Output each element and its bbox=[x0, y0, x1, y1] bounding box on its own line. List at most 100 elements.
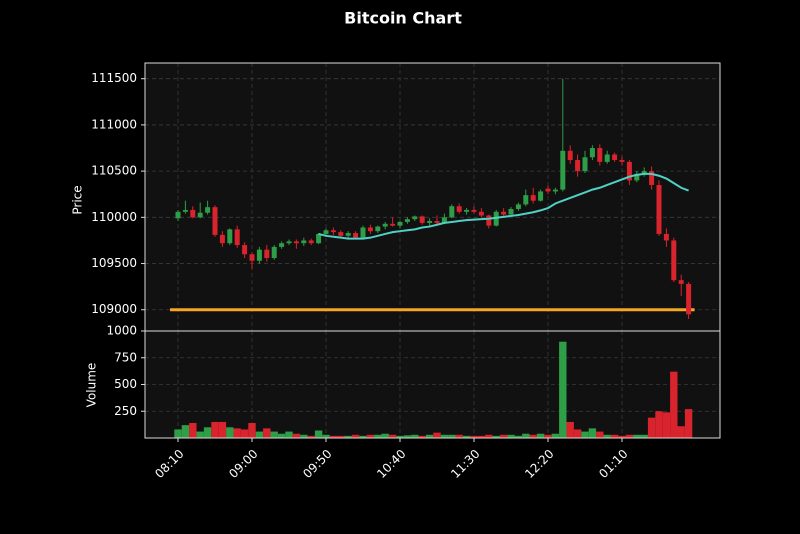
volume-bar bbox=[307, 435, 315, 438]
x-tick-label: 01:10 bbox=[596, 447, 630, 481]
candle-body bbox=[212, 207, 218, 235]
candle-body bbox=[279, 243, 285, 247]
volume-bar bbox=[366, 434, 375, 438]
volume-bar bbox=[248, 423, 256, 438]
candle-body bbox=[345, 233, 351, 236]
candle-body bbox=[575, 160, 581, 172]
x-tick-label: 09:00 bbox=[226, 447, 260, 481]
candle-body bbox=[478, 211, 484, 216]
volume-bar bbox=[337, 435, 345, 438]
y-axis-label: Price bbox=[71, 185, 85, 214]
volume-bar bbox=[470, 435, 478, 438]
volume-bar bbox=[277, 433, 286, 438]
volume-bar bbox=[322, 434, 330, 438]
x-tick-label: 08:10 bbox=[152, 447, 186, 481]
volume-bar bbox=[492, 435, 500, 438]
volume-bar bbox=[189, 423, 197, 438]
volume-bar bbox=[396, 435, 404, 438]
candle-body bbox=[434, 221, 440, 223]
volume-bar bbox=[684, 409, 693, 438]
candle-body bbox=[397, 221, 403, 226]
candle-body bbox=[271, 246, 277, 258]
candle-body bbox=[597, 148, 603, 162]
candle-body bbox=[308, 240, 314, 244]
candle-body bbox=[523, 195, 529, 205]
candle-body bbox=[330, 230, 336, 233]
volume-bar bbox=[670, 371, 678, 438]
volume-bar bbox=[418, 435, 426, 438]
x-tick-label: 12:20 bbox=[522, 447, 556, 481]
candle-body bbox=[175, 211, 181, 219]
candle-body bbox=[249, 254, 255, 261]
volume-bar bbox=[507, 434, 515, 438]
y2-tick-label: 250 bbox=[114, 404, 137, 418]
volume-bar bbox=[529, 434, 537, 438]
candle-body bbox=[382, 223, 388, 227]
x-tick-label: 10:40 bbox=[374, 447, 408, 481]
candle-body bbox=[367, 227, 373, 232]
volume-bar bbox=[588, 428, 597, 438]
candle-body bbox=[449, 206, 455, 218]
candle-body bbox=[612, 154, 618, 161]
candle-body bbox=[552, 189, 558, 192]
candle-body bbox=[456, 206, 462, 212]
candle-body bbox=[427, 221, 433, 223]
candle-body bbox=[663, 233, 669, 241]
candle-body bbox=[323, 230, 329, 234]
candle-body bbox=[508, 209, 514, 215]
volume-bar bbox=[655, 411, 663, 438]
volume-bar bbox=[603, 434, 611, 438]
candle-body bbox=[686, 283, 692, 315]
volume-bar bbox=[240, 429, 249, 438]
volume-bar bbox=[433, 432, 441, 438]
volume-bar bbox=[300, 434, 308, 438]
volume-bar bbox=[381, 433, 389, 438]
y2-tick-label: 1000 bbox=[106, 324, 137, 338]
candle-body bbox=[626, 161, 632, 181]
candle-body bbox=[419, 216, 425, 223]
y2-tick-label: 750 bbox=[114, 350, 137, 364]
volume-bar bbox=[633, 434, 641, 438]
candle-body bbox=[515, 204, 521, 210]
candle-body bbox=[464, 209, 470, 212]
volume-bar bbox=[174, 429, 182, 438]
candle-body bbox=[190, 209, 196, 218]
candle-body bbox=[656, 184, 662, 234]
candle-body bbox=[604, 154, 610, 162]
volume-bar bbox=[677, 426, 685, 438]
volume-bar bbox=[536, 433, 545, 438]
candle-body bbox=[560, 150, 566, 190]
x-tick-label: 09:50 bbox=[300, 447, 334, 481]
volume-bar bbox=[292, 433, 301, 438]
volume-bar bbox=[314, 430, 323, 438]
volume-bar bbox=[263, 428, 271, 438]
candle-body bbox=[227, 229, 233, 244]
candle-body bbox=[634, 173, 640, 181]
candle-body bbox=[589, 148, 595, 158]
candle-body bbox=[264, 249, 270, 258]
candle-body bbox=[582, 157, 588, 172]
volume-bar bbox=[462, 435, 471, 438]
volume-bar bbox=[596, 431, 604, 438]
candle-body bbox=[404, 219, 410, 222]
volume-bar bbox=[448, 434, 456, 438]
candle-body bbox=[360, 227, 366, 238]
volume-bar bbox=[226, 427, 234, 438]
candle-body bbox=[471, 209, 477, 212]
volume-bar bbox=[485, 434, 493, 438]
moving-average-line bbox=[318, 172, 689, 240]
candle-body bbox=[671, 240, 677, 281]
volume-bar bbox=[196, 431, 204, 438]
candle-body bbox=[538, 191, 544, 201]
volume-bar bbox=[566, 421, 574, 438]
volume-bar bbox=[551, 433, 560, 438]
volume-bar bbox=[359, 435, 367, 438]
volume-bar bbox=[425, 434, 434, 438]
candle-body bbox=[412, 216, 418, 220]
candle-body bbox=[301, 240, 307, 244]
volume-bar bbox=[581, 431, 589, 438]
candle-body bbox=[293, 241, 299, 244]
volume-frame bbox=[144, 330, 721, 439]
y-tick-label: 110500 bbox=[91, 164, 137, 178]
